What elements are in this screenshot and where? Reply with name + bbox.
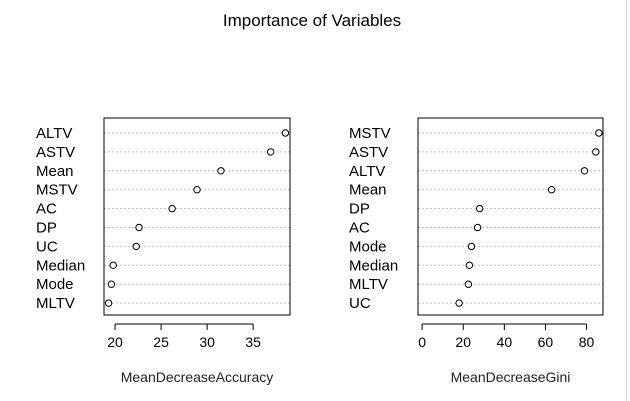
data-point — [107, 280, 116, 288]
data-point — [595, 129, 603, 137]
x-tick-label: 30 — [199, 334, 215, 350]
data-point — [168, 204, 176, 213]
data-point — [193, 186, 201, 194]
category-label: AC — [349, 220, 370, 237]
data-point — [132, 242, 140, 251]
category-label: Mode — [349, 238, 387, 255]
category-label: MSTV — [36, 182, 78, 199]
category-label: AC — [36, 201, 57, 218]
data-point — [547, 186, 556, 194]
x-tick-label: 25 — [153, 334, 169, 350]
data-point — [475, 204, 484, 213]
category-label: MLTV — [36, 295, 75, 312]
x-tick-label: 80 — [579, 334, 595, 350]
data-point — [464, 280, 473, 288]
x-tick-label: 0 — [418, 334, 426, 350]
x-tick-label: 40 — [497, 334, 513, 350]
category-label: Mode — [36, 276, 74, 293]
data-point — [465, 261, 474, 269]
plot-frame — [103, 117, 291, 316]
x-axis-label: MeanDecreaseAccuracy — [121, 369, 274, 385]
data-point — [473, 223, 482, 232]
data-point — [104, 299, 113, 307]
x-axis-label: MeanDecreaseGini — [451, 369, 571, 385]
category-label: Median — [349, 257, 398, 274]
data-point — [455, 299, 463, 307]
category-label: ALTV — [349, 163, 385, 180]
x-tick-label: 20 — [107, 334, 123, 350]
data-point — [281, 129, 290, 137]
x-tick-label: 60 — [538, 334, 554, 350]
data-point — [135, 223, 143, 232]
category-label: UC — [36, 238, 58, 255]
data-point — [467, 242, 476, 251]
data-point — [580, 167, 589, 175]
plot-frame — [417, 117, 604, 316]
data-point — [109, 261, 117, 269]
data-point — [217, 167, 225, 175]
x-tick-label: 20 — [455, 334, 471, 350]
chart-title: Importance of Variables — [223, 11, 401, 30]
category-label: MLTV — [349, 276, 388, 293]
category-label: ASTV — [349, 144, 388, 161]
category-label: Mean — [349, 182, 387, 199]
data-point — [266, 148, 275, 156]
x-tick-label: 35 — [245, 334, 261, 350]
category-label: Mean — [36, 163, 74, 180]
category-label: UC — [349, 295, 371, 312]
category-label: ASTV — [36, 144, 75, 161]
category-label: ALTV — [36, 125, 72, 142]
category-label: Median — [36, 257, 85, 274]
category-label: MSTV — [349, 125, 391, 142]
window-edge — [626, 0, 627, 401]
data-point — [592, 148, 600, 156]
category-label: DP — [36, 220, 57, 237]
category-label: DP — [349, 201, 370, 218]
